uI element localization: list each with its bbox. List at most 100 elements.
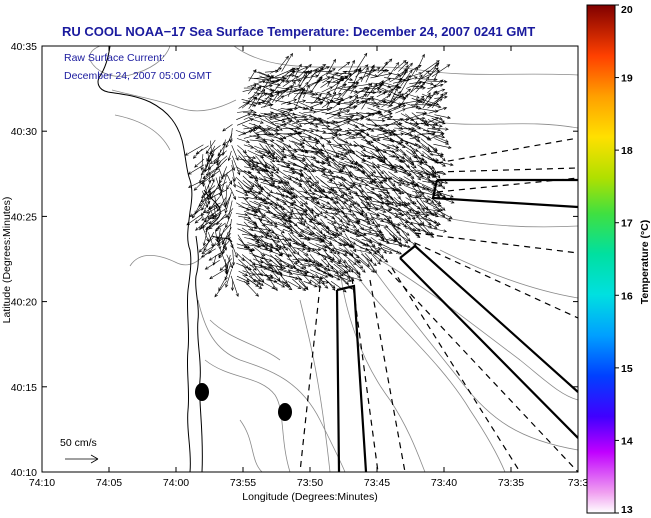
current-vector	[281, 98, 298, 105]
current-vector	[248, 187, 258, 200]
current-vector	[327, 97, 344, 104]
current-vector	[422, 180, 436, 185]
current-vector	[249, 135, 261, 139]
current-vector	[269, 279, 286, 288]
current-vector	[265, 180, 288, 185]
current-vector	[342, 221, 357, 228]
current-vector	[410, 66, 418, 78]
current-vector	[333, 263, 347, 274]
current-vector	[398, 207, 411, 220]
current-vector	[354, 249, 373, 255]
current-vector	[247, 84, 257, 95]
current-vector	[361, 67, 381, 79]
current-vector	[263, 223, 278, 228]
current-vector	[377, 108, 392, 113]
current-vector	[275, 95, 285, 103]
current-vector	[293, 81, 309, 99]
current-vector	[271, 92, 280, 103]
current-vector	[434, 114, 451, 120]
current-vector	[426, 133, 445, 141]
current-vector	[269, 114, 288, 120]
current-vector	[297, 87, 305, 100]
current-vector	[426, 92, 440, 98]
current-vector	[342, 177, 356, 187]
current-vector	[332, 170, 353, 177]
current-vector	[427, 221, 438, 229]
current-vector	[330, 259, 349, 274]
x-tick-label: 73:35	[498, 477, 524, 489]
current-vector	[403, 176, 415, 184]
current-vector	[310, 67, 324, 77]
current-vector	[209, 207, 228, 219]
current-vector	[252, 258, 264, 264]
current-vector	[404, 169, 423, 176]
current-vector	[349, 135, 367, 139]
current-vector	[376, 130, 395, 136]
current-vector	[422, 92, 431, 105]
current-vector	[338, 61, 351, 71]
current-vector	[367, 212, 381, 217]
current-vector	[349, 161, 362, 167]
y-tick-label: 40:25	[11, 211, 37, 223]
current-vector	[297, 63, 312, 78]
current-vector	[217, 145, 225, 157]
current-vector	[270, 153, 280, 163]
current-vector	[437, 180, 446, 190]
current-vector	[201, 212, 216, 221]
current-vector	[328, 233, 341, 237]
current-vector	[376, 156, 388, 160]
annotation-line-1: Raw Surface Current:	[64, 52, 165, 64]
current-vector	[244, 247, 256, 252]
current-vector	[358, 197, 371, 206]
current-vector	[433, 69, 440, 82]
current-vector	[320, 80, 331, 88]
current-vector	[370, 249, 389, 263]
current-vector	[371, 180, 384, 184]
current-vector	[270, 181, 285, 198]
current-vector	[349, 184, 365, 193]
current-vector	[347, 216, 360, 233]
current-vector	[316, 231, 333, 245]
current-vector	[426, 80, 448, 84]
current-vector	[236, 109, 254, 113]
colorbar-ticks: 20 19 18 17 16 15 14 13	[615, 4, 633, 516]
colorbar-tick-label: 18	[621, 145, 633, 157]
current-vector	[326, 91, 337, 108]
x-tick-label: 73:55	[230, 477, 256, 489]
current-vector	[314, 181, 325, 192]
current-vector	[208, 252, 221, 261]
current-vector	[437, 192, 454, 198]
current-vector	[344, 263, 361, 279]
current-vector	[350, 76, 363, 88]
current-vector	[230, 187, 236, 201]
current-vector	[421, 60, 440, 73]
current-vector	[364, 253, 373, 262]
current-vector	[242, 130, 253, 135]
current-vector	[236, 166, 254, 179]
current-vector	[275, 226, 285, 234]
current-vector	[187, 179, 204, 188]
current-vector	[361, 253, 377, 267]
current-vector	[288, 218, 298, 227]
current-vector	[298, 179, 310, 184]
current-vector	[299, 121, 314, 125]
current-vector	[434, 160, 454, 167]
current-vector	[432, 202, 446, 218]
current-vector	[349, 94, 368, 103]
current-vector	[299, 102, 315, 110]
current-vector	[382, 221, 401, 227]
current-vector	[366, 164, 377, 174]
current-vector	[314, 138, 325, 148]
current-vector	[355, 254, 370, 267]
current-vector	[316, 237, 333, 246]
current-vector	[365, 64, 375, 83]
current-vector	[394, 127, 412, 131]
current-vector	[388, 242, 411, 249]
current-vector	[400, 69, 413, 87]
current-vector	[310, 76, 322, 94]
current-vector	[264, 117, 283, 131]
current-vector	[348, 59, 355, 74]
current-vector	[370, 206, 387, 213]
current-vector	[303, 281, 318, 288]
current-vector	[231, 160, 236, 172]
